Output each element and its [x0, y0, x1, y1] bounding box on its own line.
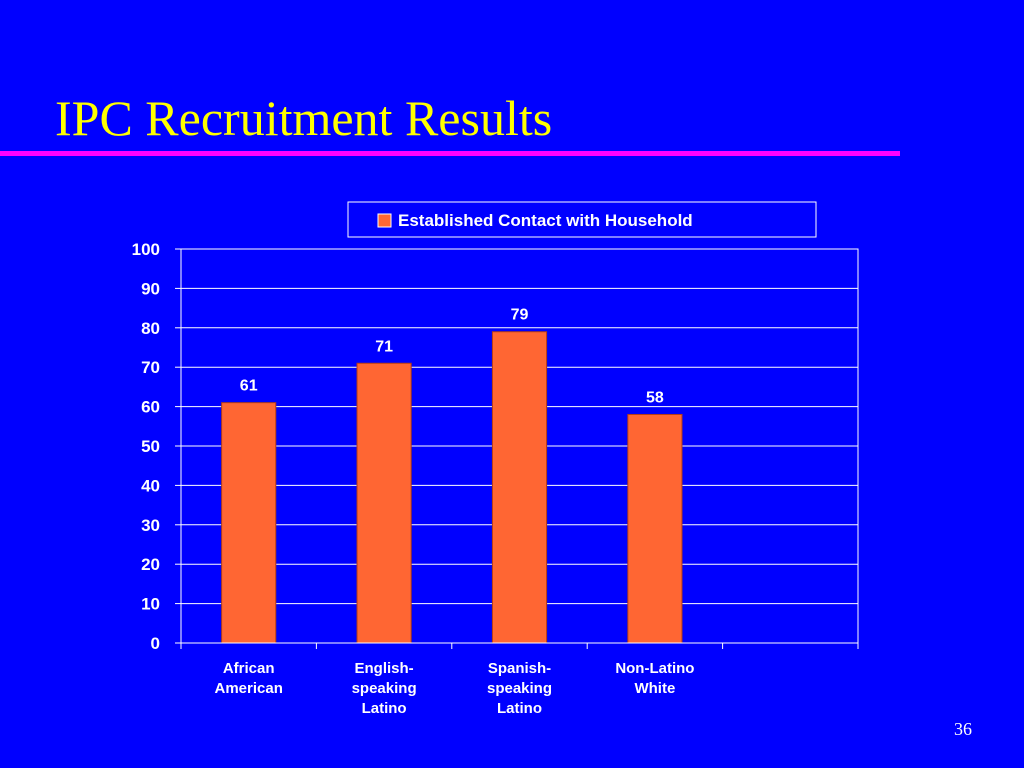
legend-frame [347, 201, 817, 238]
chart-legend: Established Contact with Household [347, 201, 817, 238]
legend-label: Established Contact with Household [398, 211, 693, 230]
x-tick-label: English-speaking Latino [352, 660, 417, 717]
x-tick-label-line: Latino [362, 700, 407, 717]
bars: 61 71 79 58 [221, 307, 683, 644]
bar-data-label: 61 [240, 378, 258, 395]
x-tick-label: African American [215, 660, 283, 697]
y-tick-label: 40 [141, 476, 160, 495]
x-tick-label: Spanish-speaking Latino [487, 660, 552, 717]
y-tick-label: 30 [141, 516, 160, 535]
x-tick-label-line: African [223, 660, 275, 677]
y-tick-label: 20 [141, 555, 160, 574]
bar-data-label: 58 [646, 389, 664, 406]
x-tick-label-line: American [215, 680, 283, 697]
y-tick-label: 50 [141, 437, 160, 456]
x-tick-label-line: Non-Latino [615, 660, 694, 677]
y-axis: 0 10 20 30 40 50 60 70 80 90 100 [132, 240, 182, 653]
bar [221, 402, 277, 644]
bar-data-label: 71 [375, 338, 393, 355]
y-tick-label: 80 [141, 319, 160, 338]
bar [356, 362, 412, 644]
page-number: 36 [954, 719, 972, 739]
y-tick-label: 70 [141, 358, 160, 377]
x-tick-label-line: English- [355, 660, 414, 677]
bar [491, 331, 548, 644]
legend-swatch [377, 213, 392, 228]
bar-data-label: 79 [511, 307, 529, 324]
x-tick-label-line: Spanish- [488, 660, 551, 677]
y-tick-label: 10 [141, 595, 160, 614]
title-underline [0, 151, 900, 156]
y-tick-label: 60 [141, 398, 160, 417]
y-tick-label: 90 [141, 279, 160, 298]
x-tick-label-line: speaking [487, 680, 552, 697]
x-tick-label-line: Latino [497, 700, 542, 717]
slide-title: IPC Recruitment Results [55, 90, 553, 146]
y-tick-label: 0 [151, 634, 160, 653]
bar [627, 413, 683, 644]
y-tick-label: 100 [132, 240, 160, 259]
x-tick-label-line: White [634, 680, 675, 697]
x-tick-label: Non-Latino White [615, 660, 694, 697]
x-tick-label-line: speaking [352, 680, 417, 697]
